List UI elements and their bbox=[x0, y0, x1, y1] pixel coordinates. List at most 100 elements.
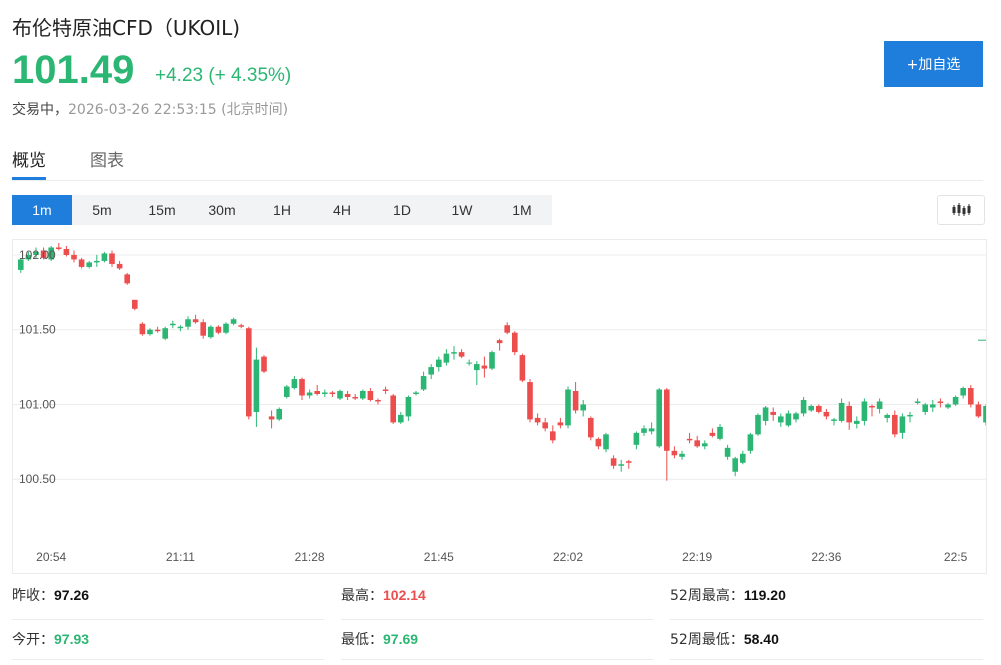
candle-body bbox=[200, 322, 206, 336]
candle bbox=[154, 326, 161, 333]
current-price: 101.49 bbox=[12, 48, 135, 92]
candle bbox=[709, 428, 716, 438]
candle bbox=[291, 376, 298, 390]
candle-body bbox=[413, 392, 419, 394]
candle bbox=[588, 416, 594, 441]
candle bbox=[854, 416, 860, 429]
candle-body bbox=[261, 356, 267, 372]
candle bbox=[686, 432, 693, 444]
interval-4h[interactable]: 4H bbox=[312, 195, 372, 225]
candle-body bbox=[816, 405, 822, 412]
candle bbox=[360, 389, 366, 400]
x-tick-label: 22:02 bbox=[553, 550, 583, 564]
candle-body bbox=[56, 247, 62, 249]
stat-open: 今开：97.93 bbox=[12, 629, 89, 665]
candle-body bbox=[823, 411, 830, 417]
tab-bar: 概览 图表 bbox=[12, 134, 983, 181]
candle-body bbox=[884, 414, 890, 418]
candle-body bbox=[610, 458, 617, 466]
candle bbox=[914, 398, 921, 405]
interval-30m[interactable]: 30m bbox=[192, 195, 252, 225]
candle-body bbox=[276, 408, 282, 420]
candle bbox=[671, 446, 678, 459]
trading-status: 交易中，2026-03-26 22:53:15 (北京时间) bbox=[12, 99, 288, 119]
stat-prev-close: 昨收：97.26 bbox=[12, 585, 89, 621]
chart-type-button[interactable] bbox=[937, 195, 985, 225]
candle bbox=[793, 411, 799, 423]
candlestick-chart[interactable]: 102.00 101.50 101.00 100.50 20:54 21:11 21:28 2… bbox=[12, 239, 987, 574]
candle bbox=[922, 402, 928, 415]
candle-body bbox=[124, 274, 130, 284]
candle bbox=[71, 250, 77, 263]
candle bbox=[451, 346, 457, 360]
candle-body bbox=[352, 396, 358, 399]
candle bbox=[276, 407, 282, 421]
candle-body bbox=[496, 340, 503, 344]
interval-15m[interactable]: 15m bbox=[132, 195, 192, 225]
candle-body bbox=[899, 416, 906, 433]
candle bbox=[603, 432, 609, 453]
candle-body bbox=[907, 414, 913, 417]
candle bbox=[382, 386, 389, 394]
x-tick-label: 21:28 bbox=[295, 550, 325, 564]
candle-body bbox=[443, 353, 450, 363]
x-tick-label: 21:45 bbox=[424, 550, 454, 564]
candle bbox=[230, 317, 237, 326]
interval-1mo[interactable]: 1M bbox=[492, 195, 552, 225]
candle-body bbox=[603, 434, 609, 450]
candle bbox=[595, 437, 602, 450]
candle-body bbox=[922, 404, 928, 412]
candle-body bbox=[550, 431, 556, 441]
divider bbox=[12, 659, 324, 660]
candle bbox=[512, 331, 518, 356]
candle bbox=[717, 423, 723, 441]
candle-body bbox=[458, 352, 465, 357]
candle bbox=[968, 385, 974, 408]
add-to-watchlist-button[interactable]: +加自选 bbox=[884, 41, 983, 87]
interval-1h[interactable]: 1H bbox=[252, 195, 312, 225]
candle bbox=[846, 401, 852, 430]
candle-body bbox=[930, 404, 936, 408]
candle bbox=[762, 405, 769, 426]
candle bbox=[322, 389, 328, 397]
candle-body bbox=[641, 428, 647, 433]
candle-body bbox=[793, 413, 799, 420]
stat-label: 52周最高： bbox=[670, 588, 744, 604]
candle-body bbox=[914, 401, 921, 403]
tab-overview[interactable]: 概览 bbox=[12, 151, 46, 171]
candle bbox=[648, 422, 655, 435]
stat-label: 今开： bbox=[12, 632, 54, 648]
candle bbox=[238, 323, 244, 329]
candle bbox=[823, 408, 830, 420]
y-tick-label: 101.50 bbox=[19, 323, 56, 337]
candle bbox=[664, 388, 670, 481]
candle-body bbox=[588, 417, 594, 438]
candle bbox=[831, 417, 837, 426]
y-tick-label: 100.50 bbox=[19, 472, 56, 486]
interval-1w[interactable]: 1W bbox=[432, 195, 492, 225]
interval-5m[interactable]: 5m bbox=[72, 195, 132, 225]
candle-body bbox=[732, 458, 738, 472]
candle bbox=[808, 404, 814, 412]
candle bbox=[876, 398, 883, 414]
candle bbox=[975, 401, 982, 418]
candle bbox=[907, 411, 913, 423]
timestamp: 2026-03-26 22:53:15 (北京时间) bbox=[68, 102, 289, 118]
stat-value: 58.40 bbox=[743, 631, 779, 647]
tab-chart[interactable]: 图表 bbox=[90, 151, 124, 171]
candle-body bbox=[223, 323, 229, 333]
candle bbox=[945, 402, 951, 409]
candle-body bbox=[268, 416, 275, 420]
interval-1m[interactable]: 1m bbox=[12, 195, 72, 225]
candle bbox=[496, 338, 503, 351]
candle-body bbox=[686, 438, 693, 441]
candle bbox=[284, 385, 290, 399]
candle bbox=[337, 389, 343, 400]
interval-1d[interactable]: 1D bbox=[372, 195, 432, 225]
stat-value: 97.26 bbox=[54, 587, 90, 603]
candle bbox=[983, 404, 986, 426]
stat-high: 最高：102.14 bbox=[341, 585, 426, 621]
candle bbox=[534, 413, 541, 426]
candle-body bbox=[147, 329, 153, 335]
candle-body bbox=[314, 391, 320, 394]
